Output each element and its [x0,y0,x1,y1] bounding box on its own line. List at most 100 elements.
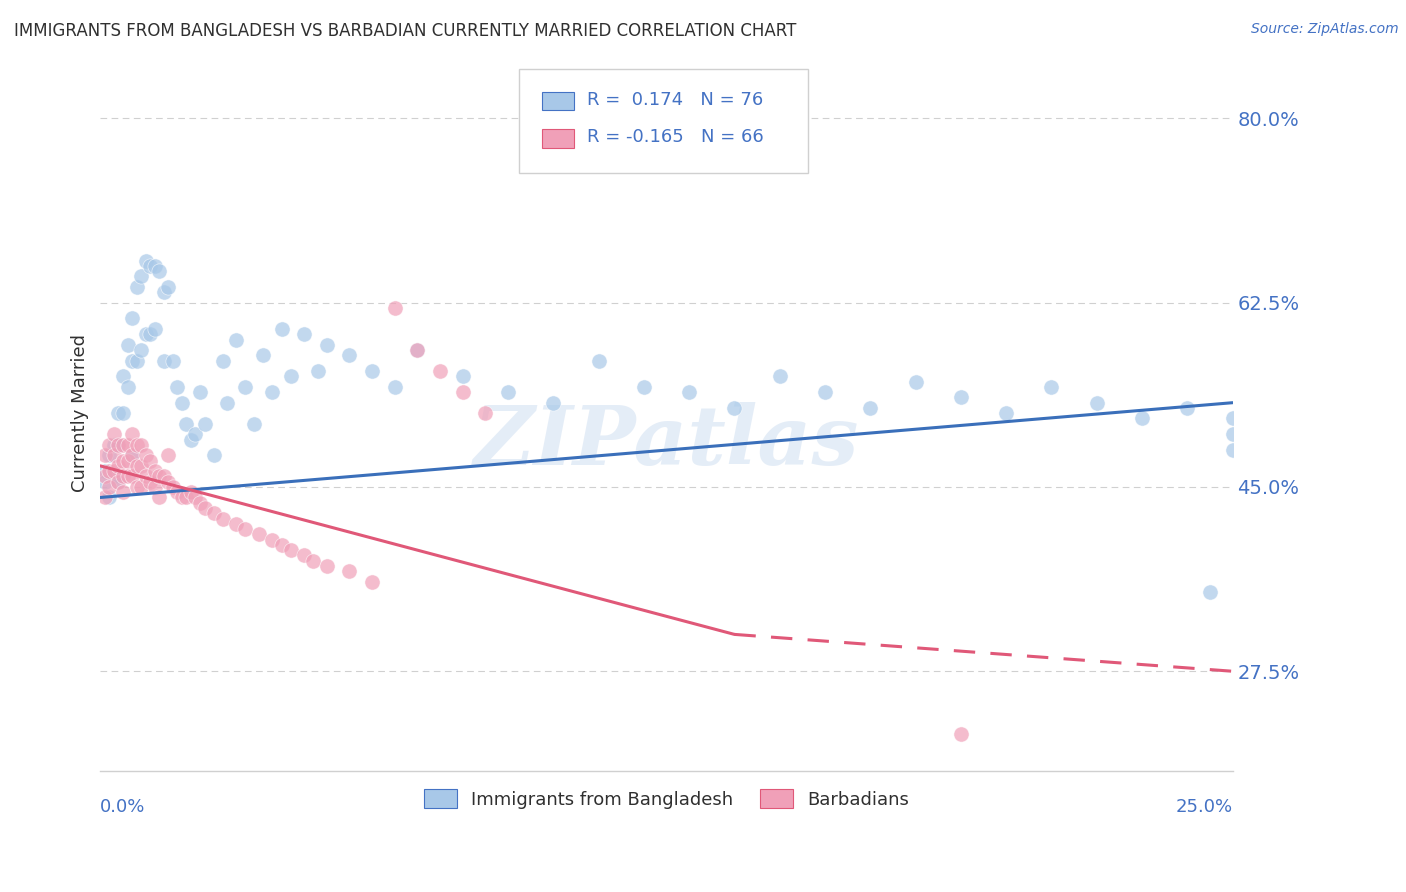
Y-axis label: Currently Married: Currently Married [72,334,89,492]
Point [107,438,129,452]
Point [1222,411,1244,425]
Point [152,353,174,368]
Point [184,427,207,442]
Point [125,353,148,368]
Point [111,369,134,384]
Point [406,343,429,357]
Point [98,448,121,462]
Text: R =  0.174   N = 76: R = 0.174 N = 76 [588,91,763,109]
Point [157,280,180,294]
Point [292,549,315,563]
Point [111,438,134,452]
Point [117,380,139,394]
Point [202,448,225,462]
Point [94,475,117,489]
Point [98,491,121,505]
Point [302,554,325,568]
FancyBboxPatch shape [541,92,574,111]
Point [157,448,180,462]
Point [193,417,215,431]
Point [117,453,139,467]
Point [157,475,180,489]
Point [769,369,792,384]
Point [315,338,337,352]
Text: ZIPatlas: ZIPatlas [474,402,859,482]
Point [121,448,143,462]
Point [176,417,198,431]
Point [94,448,117,462]
Point [139,475,162,489]
Point [949,391,972,405]
Point [1085,395,1108,409]
Point [225,516,247,531]
Point [247,527,270,541]
Point [233,380,256,394]
Point [180,433,202,447]
Point [166,380,188,394]
Point [633,380,655,394]
Point [280,369,302,384]
Point [125,480,148,494]
Point [474,406,496,420]
Point [143,464,166,478]
Point [995,406,1018,420]
Point [135,469,157,483]
Point [307,364,329,378]
Point [1199,585,1222,599]
Point [148,469,170,483]
Text: 25.0%: 25.0% [1175,797,1233,815]
Point [243,417,266,431]
Point [904,375,927,389]
Point [262,533,284,547]
FancyBboxPatch shape [541,129,574,147]
Point [451,369,474,384]
Point [451,385,474,400]
Point [1222,443,1244,458]
Point [94,491,117,505]
Point [225,333,247,347]
Point [723,401,745,415]
Point [107,475,129,489]
Point [121,448,143,462]
Point [1175,401,1198,415]
Point [143,259,166,273]
Point [193,501,215,516]
Point [162,480,184,494]
Point [94,469,117,483]
Point [429,364,451,378]
Point [262,385,284,400]
Point [184,491,207,505]
Point [361,574,384,589]
Point [125,458,148,473]
Point [129,343,152,357]
Point [135,327,157,342]
Text: Source: ZipAtlas.com: Source: ZipAtlas.com [1251,22,1399,37]
Point [148,491,170,505]
Point [117,338,139,352]
Point [111,453,134,467]
Point [121,311,143,326]
Point [1222,427,1244,442]
Point [270,538,292,552]
FancyBboxPatch shape [519,70,808,173]
Point [139,453,162,467]
Point [588,353,610,368]
Point [280,543,302,558]
Point [103,427,125,442]
Point [949,727,972,741]
Point [139,327,162,342]
Point [98,480,121,494]
Point [252,348,274,362]
Point [233,522,256,536]
Text: IMMIGRANTS FROM BANGLADESH VS BARBADIAN CURRENTLY MARRIED CORRELATION CHART: IMMIGRANTS FROM BANGLADESH VS BARBADIAN … [14,22,796,40]
Point [678,385,700,400]
Point [107,438,129,452]
Point [152,285,174,299]
Point [98,438,121,452]
Point [139,259,162,273]
Point [111,485,134,500]
Point [129,269,152,284]
Point [188,385,211,400]
Point [143,322,166,336]
Point [859,401,882,415]
